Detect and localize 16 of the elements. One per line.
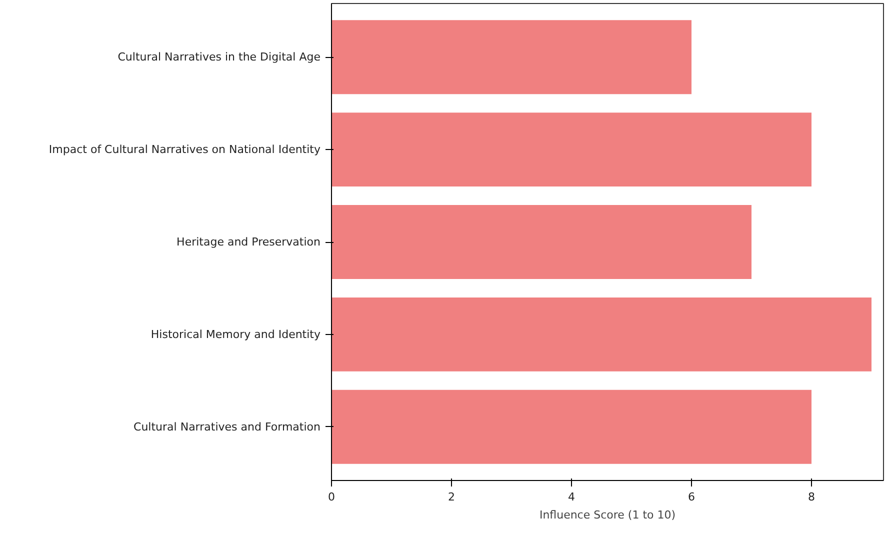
x-tick-label: 4 bbox=[568, 490, 575, 504]
bar bbox=[332, 112, 812, 187]
x-tick-label: 8 bbox=[808, 490, 815, 504]
y-tick-label: Cultural Narratives in the Digital Age bbox=[118, 50, 321, 64]
y-tick-label: Impact of Cultural Narratives on National Identity bbox=[48, 143, 321, 156]
bar bbox=[332, 20, 692, 94]
y-tick-label: Cultural Narratives and Formation bbox=[134, 420, 321, 434]
y-tick-label: Heritage and Preservation bbox=[176, 236, 321, 248]
bar bbox=[332, 390, 812, 464]
x-tick-label: 2 bbox=[448, 490, 455, 504]
bar bbox=[332, 205, 752, 279]
y-tick-label: Historical Memory and Identity bbox=[150, 328, 321, 341]
bar bbox=[332, 297, 872, 372]
x-axis-title: Influence Score (1 to 10) bbox=[539, 508, 676, 522]
x-tick-label: 0 bbox=[328, 490, 335, 504]
x-tick-label: 6 bbox=[688, 490, 695, 504]
